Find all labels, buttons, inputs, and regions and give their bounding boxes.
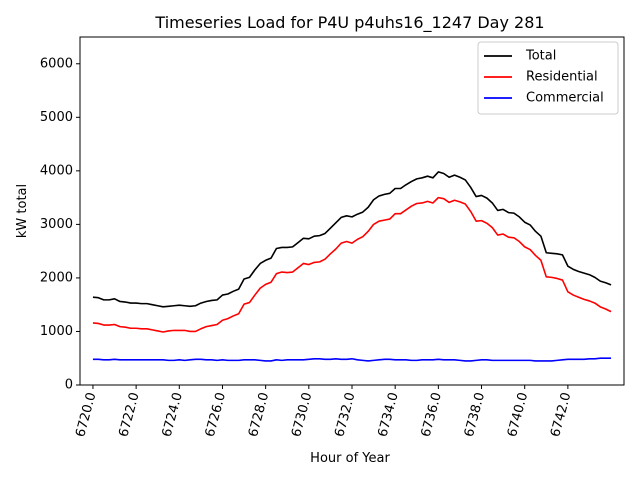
y-axis-label: kW total: [15, 184, 30, 238]
legend: Total Residential Commercial: [477, 41, 619, 115]
y-tick-label: 6000: [40, 56, 73, 71]
series-line-residential: [92, 196, 612, 333]
y-tick-label: 4000: [40, 163, 73, 178]
series-line-total: [92, 171, 612, 308]
y-tick-label: 3000: [40, 217, 73, 232]
y-tick-label: 5000: [40, 110, 73, 125]
legend-label-total: Total: [525, 49, 556, 64]
y-tick-label: 2000: [40, 270, 73, 285]
series-line-commercial: [92, 357, 612, 362]
y-tick-label: 1000: [40, 324, 73, 339]
legend-label-residential: Residential: [526, 70, 598, 85]
y-axis: 0 1000 2000 3000 4000 5000 6000: [40, 56, 80, 393]
x-axis-label: Hour of Year: [310, 451, 390, 466]
legend-box: [477, 41, 619, 115]
series-layer: [92, 171, 612, 362]
legend-label-commercial: Commercial: [526, 91, 604, 106]
chart-title: Timeseries Load for P4U p4uhs16_1247 Day…: [154, 13, 544, 33]
y-tick-label: 0: [65, 378, 73, 393]
